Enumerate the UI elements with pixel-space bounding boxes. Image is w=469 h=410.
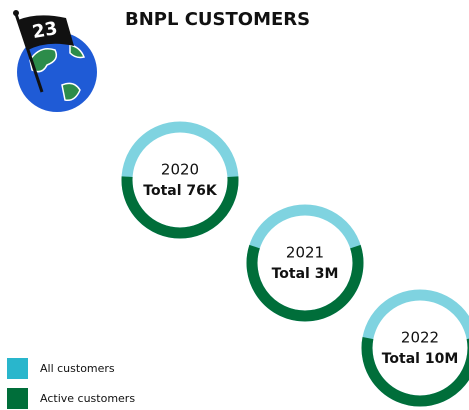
total-label: Total 10M [382, 351, 459, 367]
continents [29, 44, 86, 102]
legend-swatch [7, 388, 28, 409]
year-label: 2022 [401, 329, 439, 347]
total-label: Total 3M [272, 266, 339, 282]
logo: 23 [13, 10, 97, 112]
flag-badge: 23 [31, 18, 59, 43]
chart-title: BNPL CUSTOMERS [125, 9, 310, 30]
year-label: 2021 [286, 244, 324, 262]
ring-active [361, 337, 469, 407]
year-label: 2020 [161, 161, 199, 179]
ring-active [246, 244, 364, 322]
donut-bg [120, 120, 240, 240]
legend-label: Active customers [40, 392, 135, 405]
flag [18, 15, 74, 50]
flag-knob [13, 10, 19, 16]
donut-bg [360, 288, 469, 408]
ring-active [121, 176, 239, 239]
legend-label: All customers [40, 362, 115, 375]
donut-bg [245, 203, 365, 323]
total-label: Total 76K [143, 183, 218, 199]
legend-swatch [7, 358, 28, 379]
